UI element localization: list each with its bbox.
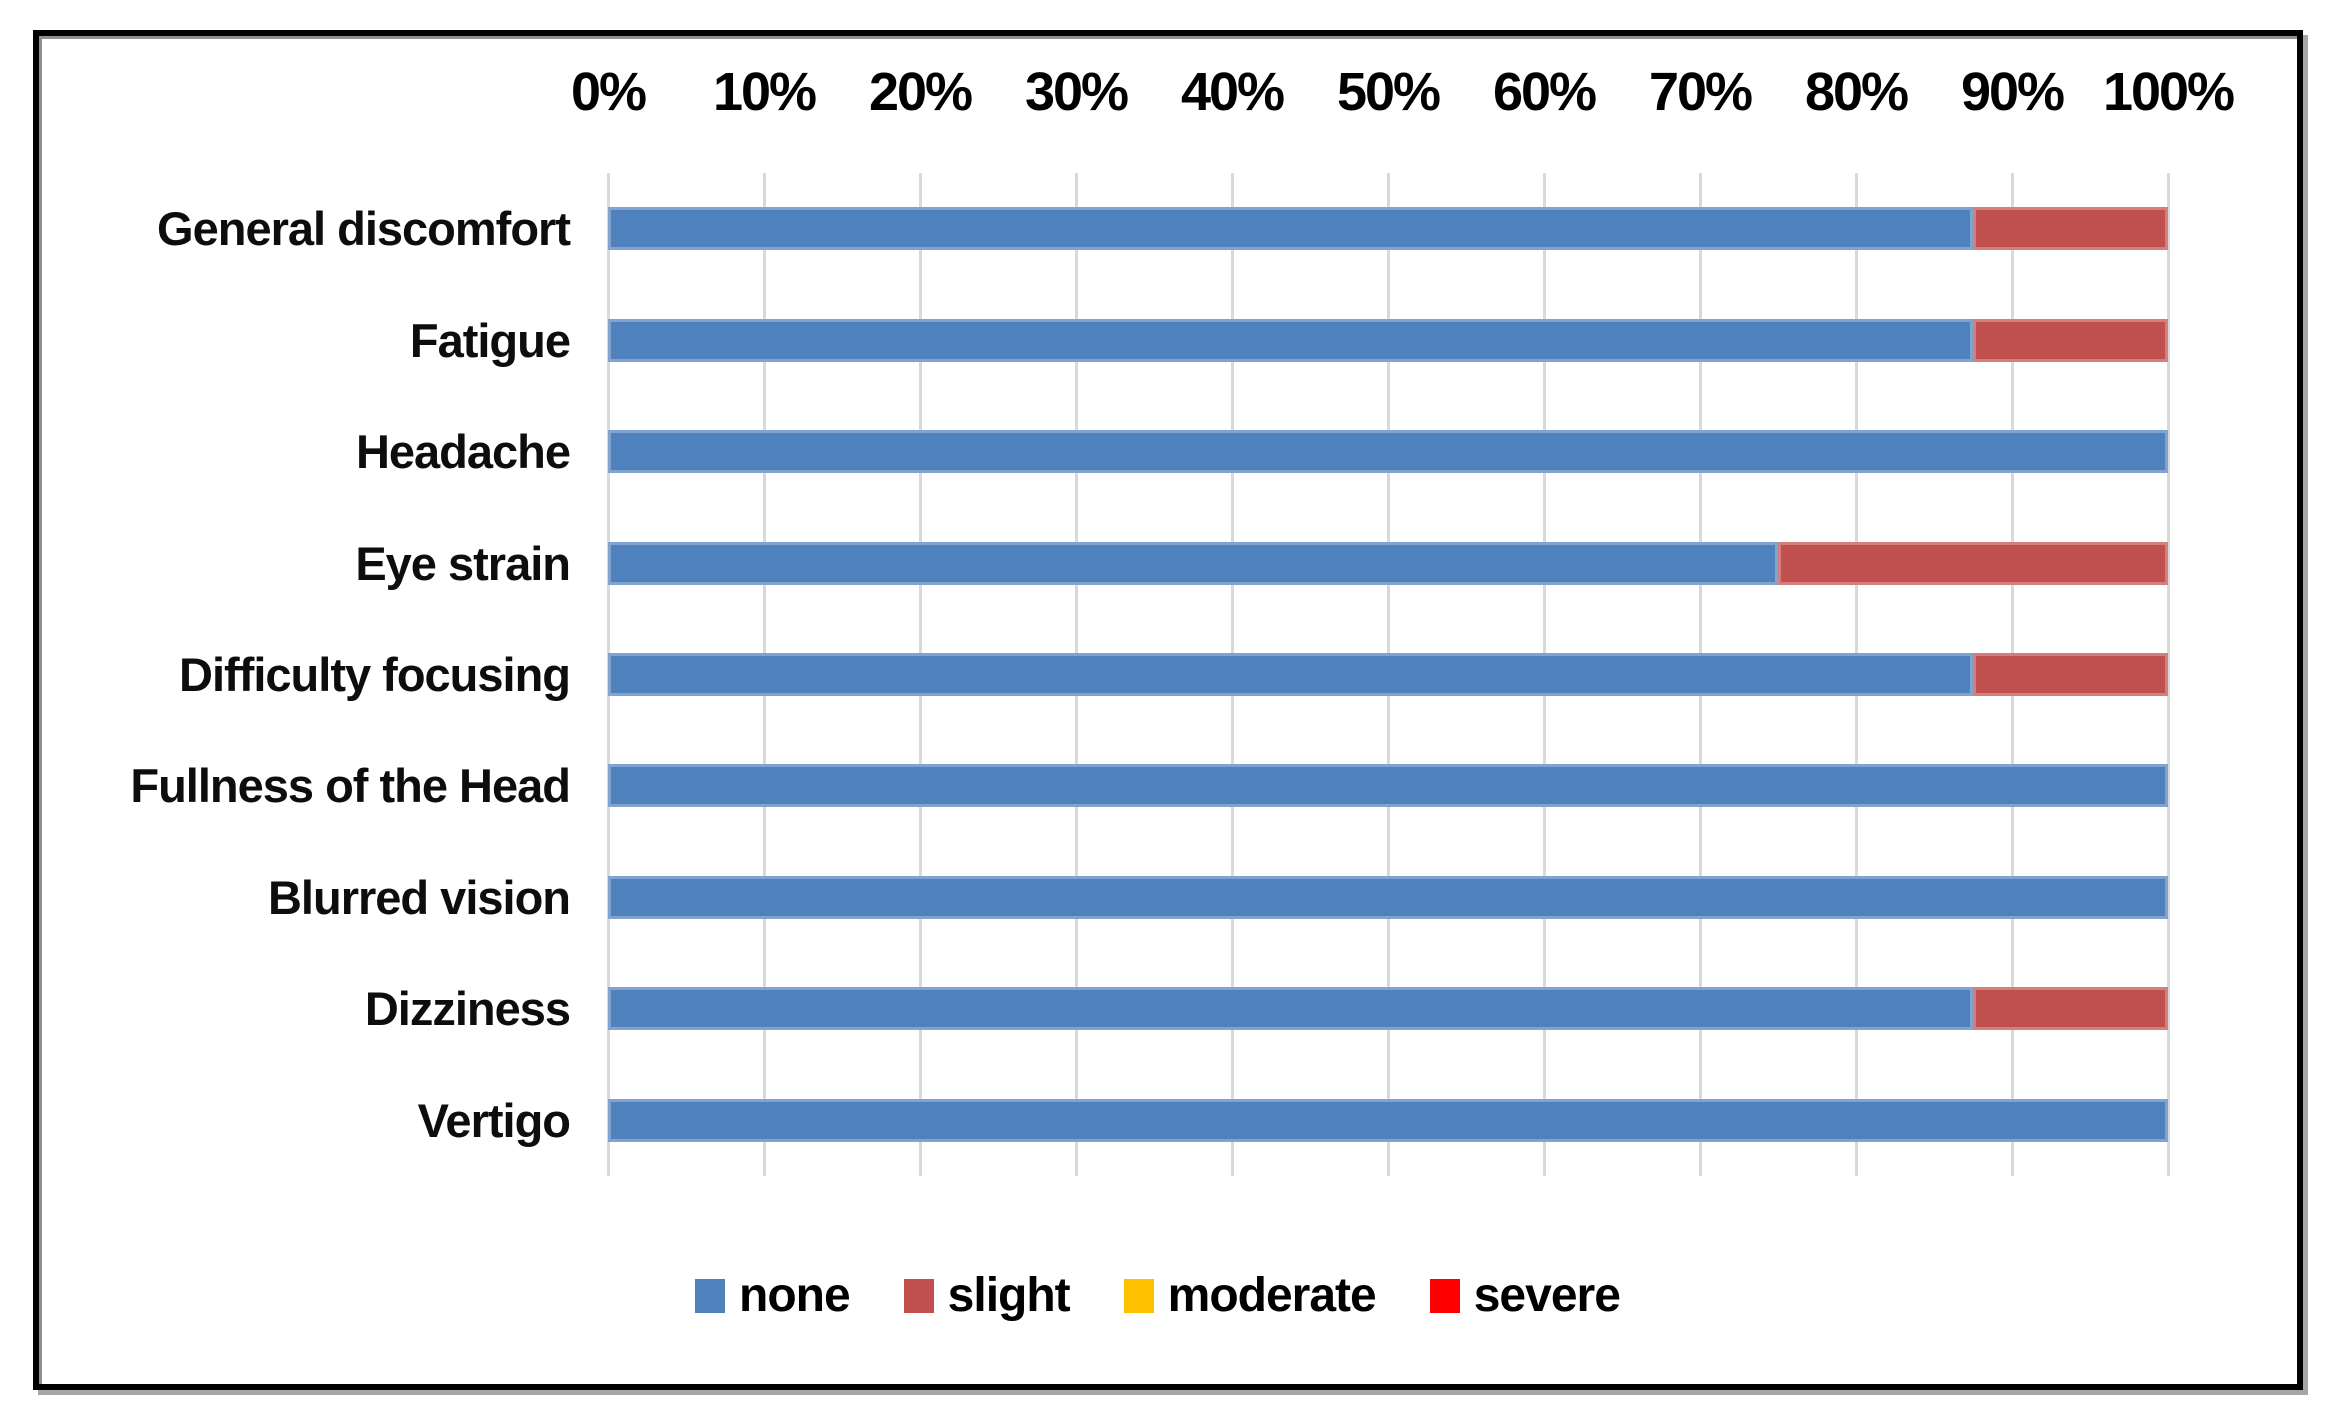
category-label: Headache xyxy=(355,425,571,479)
figure-border xyxy=(33,30,2303,1390)
vertical-gridline xyxy=(2166,173,2170,1176)
bar-segment-slight xyxy=(1973,207,2168,251)
x-axis-tick-label: 50% xyxy=(1336,62,1441,122)
x-axis-tick-label: 90% xyxy=(1960,62,2065,122)
x-axis-tick-label: 10% xyxy=(712,62,817,122)
x-axis-tick-label: 100% xyxy=(2102,62,2235,122)
chart-legend: none slight moderate severe xyxy=(695,1268,1621,1323)
x-axis-tick-label: 60% xyxy=(1492,62,1597,122)
legend-item-none: none xyxy=(695,1268,851,1323)
x-axis-tick-label: 0% xyxy=(570,62,647,122)
bar-segment-none xyxy=(608,318,1973,362)
bar-segment-slight xyxy=(1973,653,2168,696)
category-label: General discomfort xyxy=(157,202,571,256)
category-label: Difficulty focusing xyxy=(179,647,571,701)
legend-swatch-icon xyxy=(695,1278,725,1313)
category-label: Eye strain xyxy=(355,536,571,590)
bar-segment-none xyxy=(608,1098,2168,1142)
legend-label: slight xyxy=(947,1269,1071,1322)
legend-label: moderate xyxy=(1167,1269,1377,1322)
legend-item-moderate: moderate xyxy=(1123,1268,1377,1323)
bar-segment-none xyxy=(608,653,1973,696)
legend-swatch-icon xyxy=(903,1278,934,1313)
bar-segment-none xyxy=(608,207,1973,251)
x-axis-tick-label: 80% xyxy=(1804,62,1909,122)
category-label: Fatigue xyxy=(409,313,571,367)
bar-segment-none xyxy=(608,764,2168,808)
bar-segment-none xyxy=(608,541,1778,585)
bar-segment-slight xyxy=(1973,987,2168,1031)
category-label: Vertigo xyxy=(417,1093,571,1147)
legend-item-slight: slight xyxy=(903,1268,1071,1323)
bar-segment-slight xyxy=(1778,541,2168,585)
bar-segment-none xyxy=(608,875,2168,919)
legend-swatch-icon xyxy=(1429,1278,1460,1313)
bar-segment-slight xyxy=(1973,318,2168,362)
legend-label: none xyxy=(739,1269,851,1322)
category-label: Blurred vision xyxy=(267,870,571,924)
legend-swatch-icon xyxy=(1123,1278,1154,1313)
bar-segment-none xyxy=(608,987,1973,1031)
bar-segment-none xyxy=(608,430,2168,474)
x-axis-tick-label: 20% xyxy=(868,62,973,122)
legend-item-severe: severe xyxy=(1429,1268,1621,1323)
legend-label: severe xyxy=(1473,1269,1621,1322)
x-axis-tick-label: 30% xyxy=(1024,62,1129,122)
category-label: Fullness of the Head xyxy=(130,759,571,813)
x-axis-tick-label: 40% xyxy=(1180,62,1285,122)
x-axis-tick-label: 70% xyxy=(1648,62,1753,122)
category-label: Dizziness xyxy=(364,982,571,1036)
